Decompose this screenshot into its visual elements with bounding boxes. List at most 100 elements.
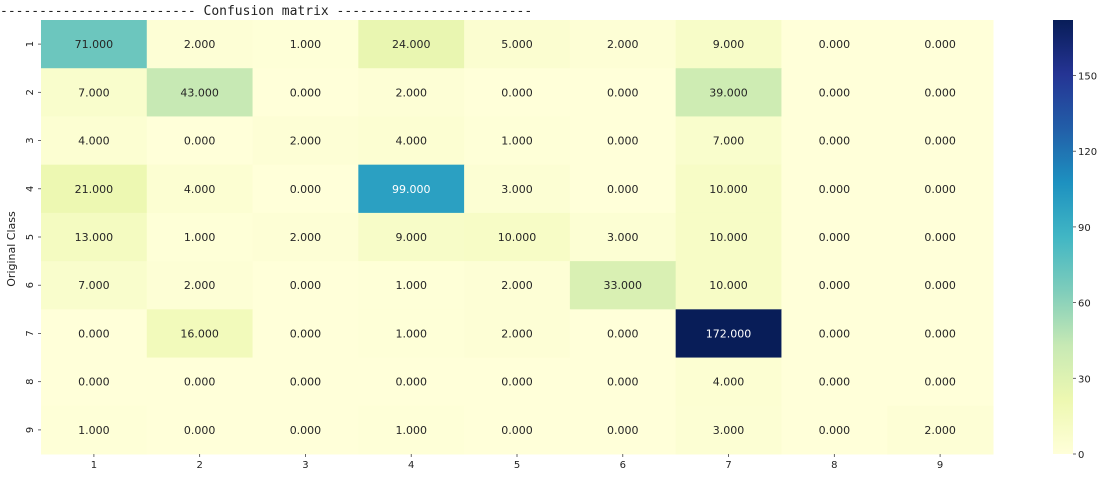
heatmap-cell-value: 0.000 (607, 183, 639, 196)
heatmap-cell (569, 68, 677, 117)
heatmap-cell-value: 1.000 (501, 135, 533, 148)
heatmap-value-labels: 71.000 2.000 1.000 24.000 5.000 2.000 9.000 0.0… (75, 38, 956, 437)
chart-caption: ------------------------- Confusion matr… (0, 4, 533, 19)
heatmap-cell (569, 164, 677, 214)
heatmap-cell-value: 2.000 (607, 38, 639, 51)
heatmap-cell-value: 0.000 (290, 424, 322, 437)
heatmap-cell (358, 116, 465, 166)
heatmap-cell-value: 16.000 (180, 327, 219, 340)
y-axis-ticks: 1 2 3 4 5 6 7 8 9 (25, 41, 41, 433)
heatmap-cell (464, 357, 571, 407)
heatmap-cell (464, 20, 571, 69)
heatmap-cell-value: 0.000 (395, 376, 427, 389)
heatmap-cell (358, 405, 465, 455)
x-tick-label: 6 (620, 460, 626, 471)
colorbar-tick-label: 150 (1078, 72, 1097, 83)
heatmap-cell (41, 116, 148, 166)
heatmap-cell-value: 0.000 (924, 327, 956, 340)
heatmap-cell-value: 10.000 (498, 231, 537, 244)
heatmap-cell-value: 1.000 (78, 424, 110, 437)
heatmap-cell (146, 212, 254, 262)
heatmap-cell (146, 261, 254, 310)
colorbar-tick-label: 0 (1078, 450, 1084, 461)
heatmap-cell (675, 116, 782, 166)
heatmap-cell-value: 0.000 (290, 376, 322, 389)
heatmap-cell-value: 9.000 (395, 231, 427, 244)
heatmap-cell-value: 43.000 (180, 86, 219, 99)
heatmap-cell (358, 164, 465, 214)
heatmap-cell (252, 116, 359, 166)
x-axis-ticks: 1 2 3 4 5 6 7 8 9 (91, 454, 943, 471)
heatmap-cell (781, 20, 888, 69)
heatmap-cell (41, 20, 148, 69)
y-tick-label: 8 (25, 378, 36, 384)
heatmap-cell-value: 0.000 (924, 231, 956, 244)
heatmap-cell-value: 4.000 (78, 135, 110, 148)
heatmap-cell (41, 164, 148, 214)
heatmap-cell-value: 0.000 (607, 135, 639, 148)
heatmap-cell-value: 0.000 (501, 376, 533, 389)
heatmap-cell (41, 357, 148, 407)
heatmap-cell (464, 261, 571, 310)
heatmap-cell-value: 24.000 (392, 38, 431, 51)
heatmap-cell (41, 212, 148, 262)
heatmap-cell-value: 39.000 (709, 86, 748, 99)
heatmap-cell-value: 2.000 (501, 327, 533, 340)
heatmap-cell (675, 164, 782, 214)
heatmap-cell-value: 0.000 (78, 376, 110, 389)
heatmap-cell-value: 2.000 (395, 86, 427, 99)
heatmap-cells (41, 20, 994, 455)
heatmap-cell (675, 357, 782, 407)
heatmap-cell (781, 309, 888, 359)
heatmap-cell-value: 0.000 (819, 183, 851, 196)
heatmap-cell (252, 309, 359, 359)
colorbar-tick-label: 60 (1078, 299, 1091, 310)
x-tick-label: 5 (514, 460, 520, 471)
heatmap-cell-value: 2.000 (290, 135, 322, 148)
heatmap-cell-value: 4.000 (395, 135, 427, 148)
heatmap-cell (252, 68, 359, 117)
heatmap-cell (887, 261, 994, 310)
x-tick-label: 2 (196, 460, 202, 471)
colorbar-tick-label: 90 (1078, 223, 1091, 234)
heatmap-cell (887, 212, 994, 262)
heatmap-cell (781, 164, 888, 214)
heatmap-cell-value: 1.000 (184, 231, 216, 244)
heatmap-cell (781, 116, 888, 166)
heatmap-cell-value: 1.000 (290, 38, 322, 51)
y-axis-label: Original Class (5, 211, 18, 287)
heatmap-cell-value: 1.000 (395, 327, 427, 340)
heatmap-cell-value: 0.000 (501, 424, 533, 437)
colorbar-gradient (1053, 20, 1073, 454)
y-tick-label: 5 (25, 234, 36, 240)
y-tick-label: 6 (25, 282, 36, 288)
heatmap-cell (887, 309, 994, 359)
heatmap-cell-value: 21.000 (75, 183, 114, 196)
heatmap-cell (252, 261, 359, 310)
heatmap-cell-value: 0.000 (290, 183, 322, 196)
heatmap-cell-value: 0.000 (819, 38, 851, 51)
x-tick-label: 9 (937, 460, 943, 471)
heatmap-cell (41, 68, 148, 117)
heatmap-cell (675, 212, 782, 262)
heatmap-cell-value: 0.000 (607, 424, 639, 437)
heatmap-cell-value: 0.000 (819, 86, 851, 99)
x-tick-label: 4 (408, 460, 414, 471)
heatmap-cell-value: 0.000 (924, 135, 956, 148)
heatmap-cell (675, 68, 782, 117)
heatmap-cell-value: 5.000 (501, 38, 533, 51)
heatmap-cell (41, 405, 148, 455)
heatmap-cell-value: 0.000 (924, 279, 956, 292)
heatmap-cell-value: 7.000 (78, 86, 110, 99)
y-tick-label: 7 (25, 330, 36, 336)
y-tick-label: 1 (25, 41, 36, 47)
heatmap-cell-value: 0.000 (819, 231, 851, 244)
heatmap-cell-value: 172.000 (706, 327, 752, 340)
heatmap-cell (146, 164, 254, 214)
heatmap-cell (146, 309, 254, 359)
heatmap-cell-value: 0.000 (607, 376, 639, 389)
x-tick-label: 7 (725, 460, 731, 471)
heatmap-cell (146, 357, 254, 407)
y-tick-label: 4 (25, 186, 36, 192)
heatmap-cell-value: 0.000 (184, 135, 216, 148)
